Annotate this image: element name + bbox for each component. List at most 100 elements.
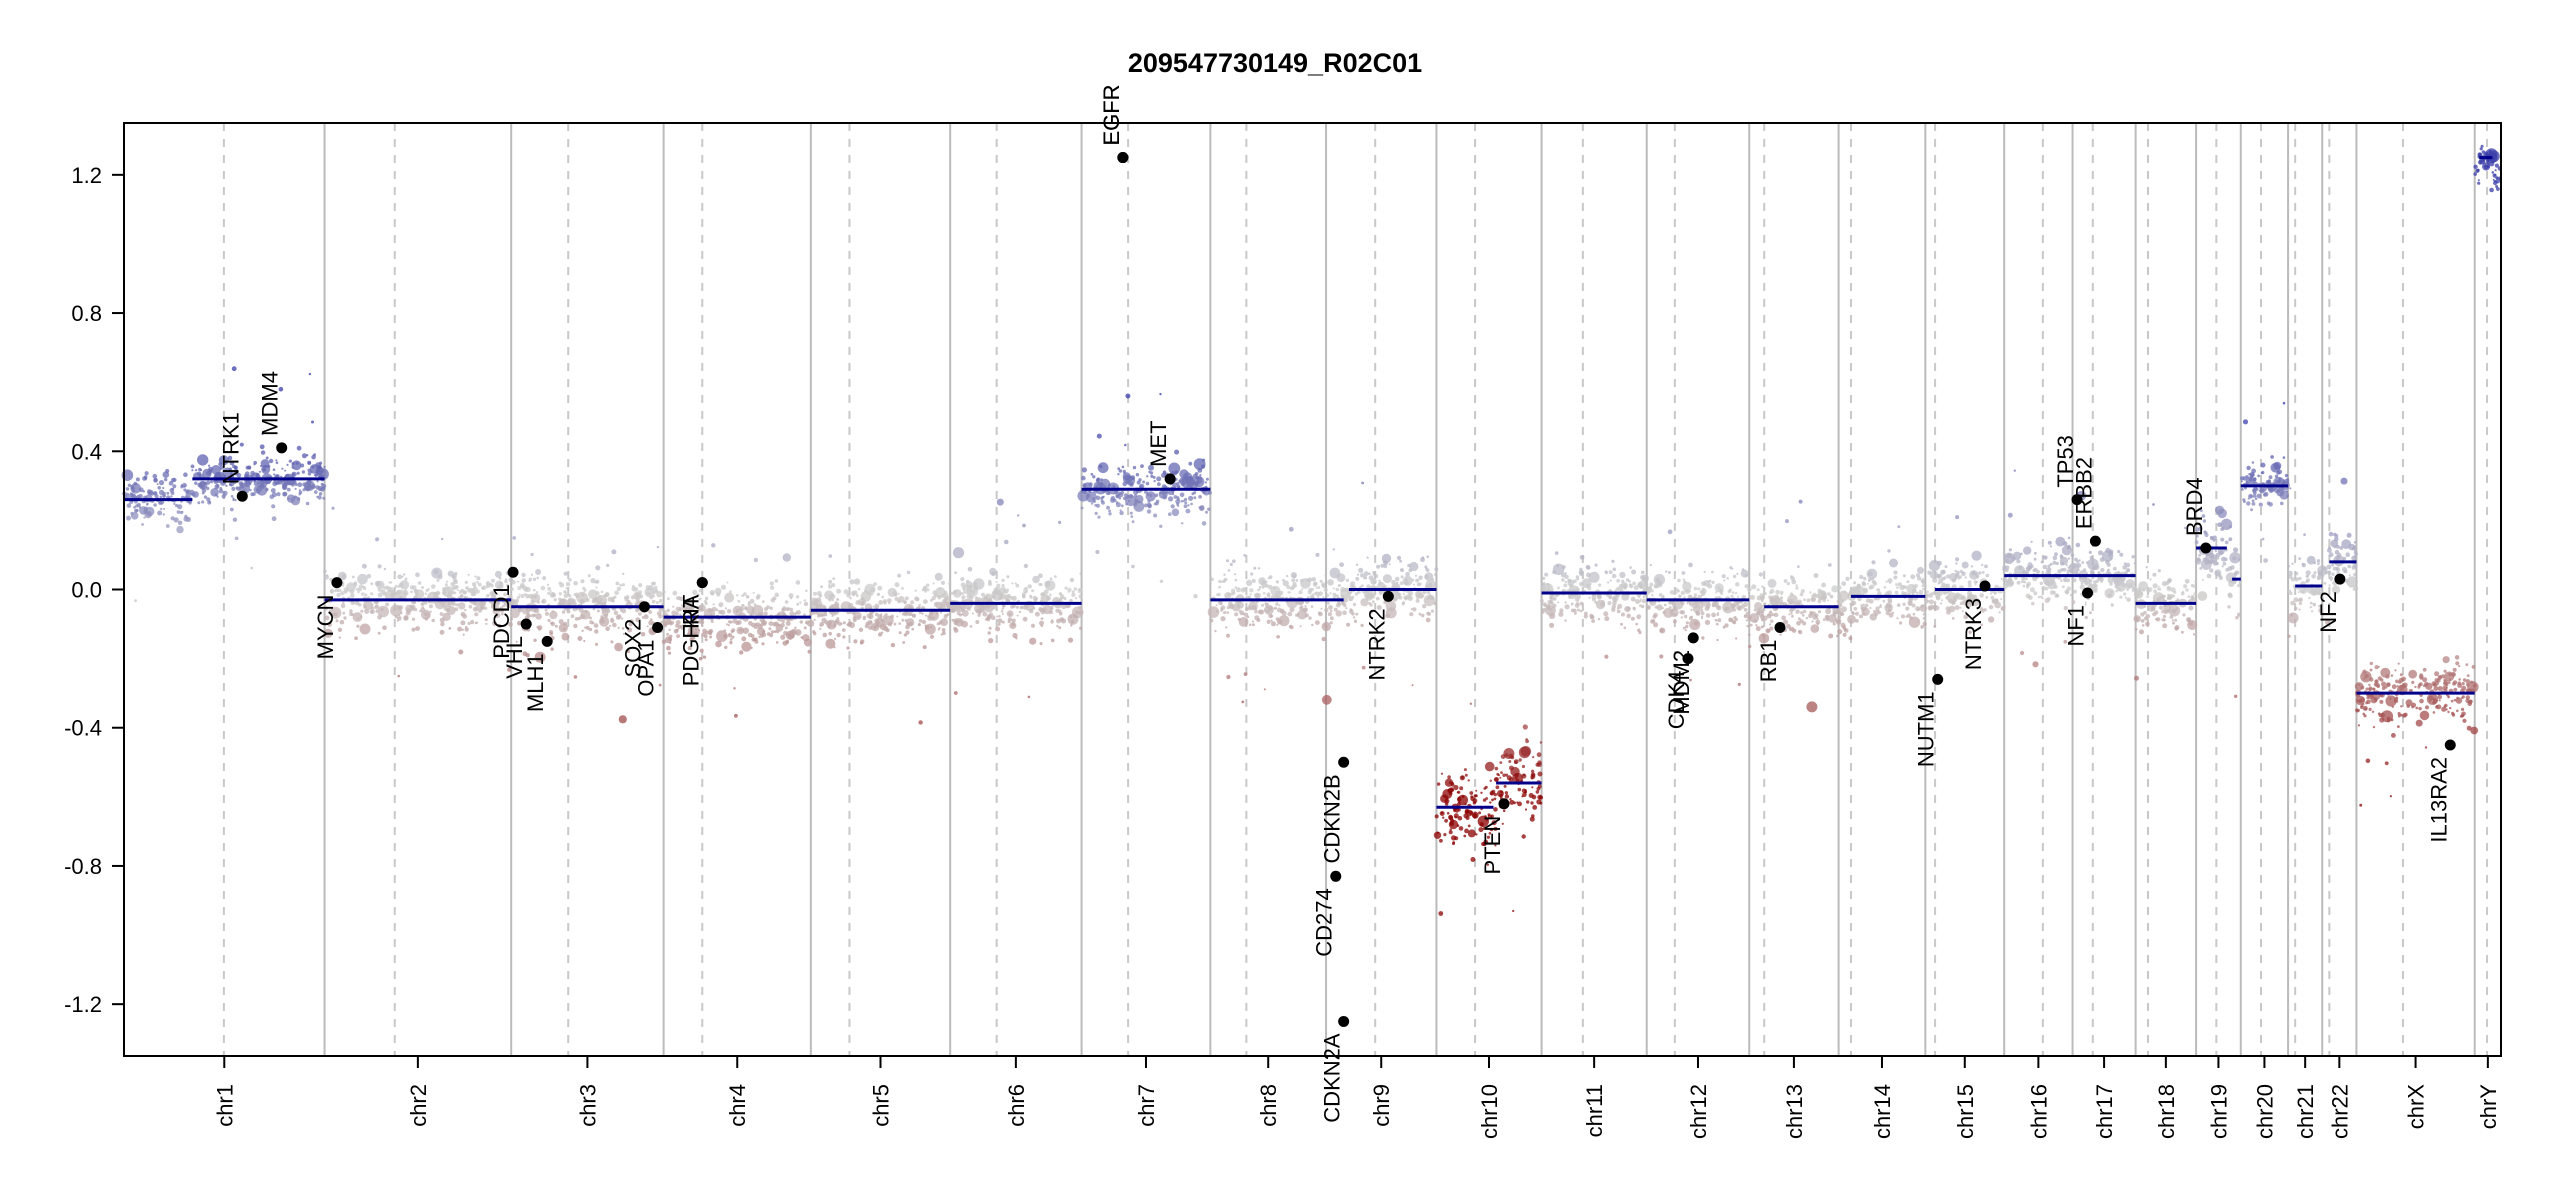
probe-point: [610, 640, 614, 644]
probe-point: [1895, 583, 1898, 586]
probe-point: [961, 620, 968, 628]
probe-point: [2332, 581, 2335, 585]
probe-point: [530, 552, 534, 557]
probe-point: [735, 608, 740, 613]
probe-point: [705, 630, 709, 635]
probe-point: [1608, 588, 1611, 591]
probe-point: [1027, 695, 1031, 699]
probe-point: [1356, 573, 1360, 576]
probe-point: [819, 624, 822, 627]
probe-point: [2014, 565, 2026, 577]
probe-point: [1147, 499, 1151, 503]
probe-point: [1369, 610, 1373, 615]
probe-point: [549, 590, 552, 592]
probe-point: [534, 651, 546, 663]
probe-point: [758, 612, 762, 616]
probe-point: [2297, 591, 2300, 594]
probe-point: [1981, 563, 1984, 567]
probe-point: [1385, 600, 1397, 612]
probe-point: [1766, 613, 1770, 617]
probe-point: [941, 593, 946, 599]
probe-point: [1374, 574, 1379, 579]
probe-point: [2210, 536, 2214, 541]
probe-point: [133, 481, 138, 486]
probe-point: [1928, 599, 1934, 605]
probe-point: [344, 590, 348, 594]
probe-point: [2242, 419, 2249, 425]
probe-point: [1031, 623, 1035, 628]
probe-point: [1781, 615, 1786, 621]
probe-point: [1769, 597, 1775, 603]
probe-point: [2083, 579, 2086, 582]
probe-point: [1974, 583, 1977, 586]
probe-point: [1806, 598, 1811, 603]
probe-point: [1520, 746, 1532, 757]
probe-point: [273, 473, 276, 476]
probe-point: [341, 583, 345, 587]
probe-point: [2466, 674, 2470, 677]
probe-point: [1145, 481, 1150, 486]
probe-point: [2193, 592, 2197, 596]
probe-point: [1133, 503, 1138, 507]
probe-point: [2260, 471, 2264, 475]
probe-point: [1988, 604, 1994, 610]
probe-point: [1887, 599, 1893, 604]
probe-point: [2372, 726, 2376, 729]
probe-point: [1099, 478, 1111, 490]
probe-point: [1011, 623, 1015, 627]
probe-point: [397, 674, 401, 678]
probe-point: [1464, 773, 1468, 777]
probe-point: [2374, 665, 2379, 670]
probe-point: [2227, 605, 2231, 609]
probe-point: [803, 601, 809, 607]
probe-point: [2471, 665, 2476, 669]
probe-point: [146, 489, 152, 494]
probe-point: [453, 591, 457, 595]
probe-point: [809, 613, 813, 617]
probe-point: [497, 624, 502, 628]
probe-point: [2279, 490, 2289, 500]
probe-point: [638, 612, 642, 616]
probe-point: [1214, 630, 1217, 633]
probe-point: [2319, 606, 2322, 609]
probe-point: [1732, 620, 1737, 625]
probe-point: [675, 623, 680, 628]
probe-point: [2309, 606, 2312, 609]
probe-point: [165, 524, 170, 528]
probe-point: [604, 601, 606, 604]
probe-point: [704, 638, 708, 642]
probe-point: [1927, 570, 1932, 575]
probe-point: [134, 508, 138, 513]
probe-point: [2007, 553, 2012, 559]
probe-point: [1669, 606, 1672, 609]
probe-point: [323, 628, 333, 638]
probe-point: [1080, 506, 1084, 510]
probe-point: [1573, 611, 1577, 615]
probe-point: [1554, 551, 1559, 555]
probe-point: [621, 608, 627, 614]
probe-point: [500, 608, 505, 613]
probe-point: [1970, 565, 1974, 568]
probe-point: [1499, 761, 1503, 764]
probe-point: [795, 595, 800, 599]
probe-point: [2408, 669, 2418, 679]
probe-point: [495, 612, 501, 619]
probe-point: [729, 620, 733, 624]
probe-point: [2278, 479, 2282, 483]
probe-point: [2259, 487, 2262, 490]
probe-point: [152, 473, 158, 479]
probe-point: [1862, 603, 1865, 607]
probe-point: [1267, 577, 1270, 580]
probe-point: [1616, 579, 1620, 583]
probe-point: [125, 487, 130, 491]
probe-point: [1449, 828, 1452, 831]
probe-point: [157, 510, 163, 516]
probe-point: [291, 473, 295, 477]
probe-point: [754, 622, 757, 626]
probe-point: [1512, 909, 1515, 913]
probe-point: [2224, 540, 2229, 545]
probe-point: [159, 495, 163, 499]
probe-point: [284, 469, 287, 472]
probe-point: [735, 621, 740, 626]
probe-point: [2031, 601, 2035, 606]
